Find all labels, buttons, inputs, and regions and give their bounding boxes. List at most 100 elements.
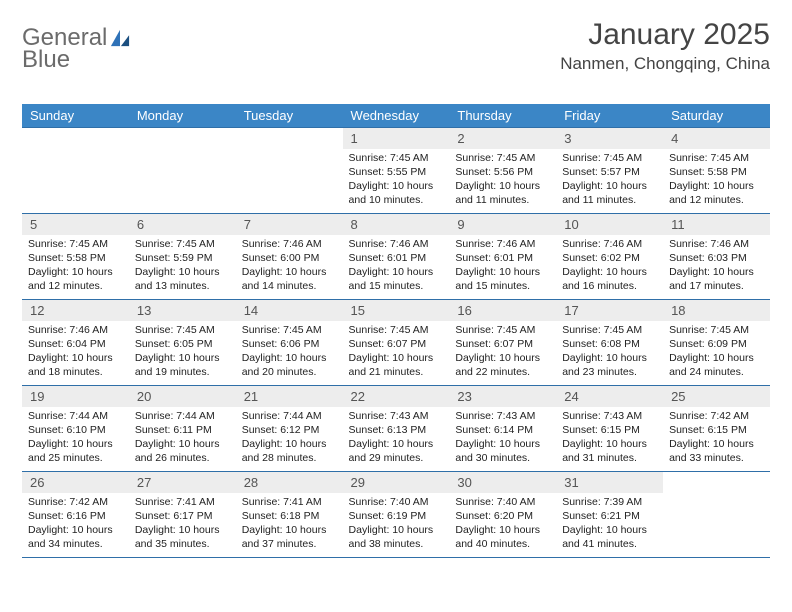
sunrise-line: Sunrise: 7:42 AM xyxy=(669,409,764,423)
day-details: Sunrise: 7:43 AMSunset: 6:15 PMDaylight:… xyxy=(556,407,663,470)
day-number: 3 xyxy=(556,128,663,149)
day-details: Sunrise: 7:46 AMSunset: 6:00 PMDaylight:… xyxy=(236,235,343,298)
day-number: 6 xyxy=(129,214,236,235)
daylight-line: Daylight: 10 hours and 12 minutes. xyxy=(28,265,123,293)
daylight-line: Daylight: 10 hours and 13 minutes. xyxy=(135,265,230,293)
day-number: 17 xyxy=(556,300,663,321)
sunset-line: Sunset: 5:56 PM xyxy=(455,165,550,179)
calendar-day-cell: 3Sunrise: 7:45 AMSunset: 5:57 PMDaylight… xyxy=(556,128,663,214)
daylight-line: Daylight: 10 hours and 24 minutes. xyxy=(669,351,764,379)
daylight-line: Daylight: 10 hours and 28 minutes. xyxy=(242,437,337,465)
sunset-line: Sunset: 6:19 PM xyxy=(349,509,444,523)
sunrise-line: Sunrise: 7:40 AM xyxy=(349,495,444,509)
daylight-line: Daylight: 10 hours and 17 minutes. xyxy=(669,265,764,293)
day-details: Sunrise: 7:40 AMSunset: 6:20 PMDaylight:… xyxy=(449,493,556,556)
day-number: 15 xyxy=(343,300,450,321)
calendar-day-cell: 8Sunrise: 7:46 AMSunset: 6:01 PMDaylight… xyxy=(343,214,450,300)
day-number: 29 xyxy=(343,472,450,493)
calendar-week-row: 26Sunrise: 7:42 AMSunset: 6:16 PMDayligh… xyxy=(22,472,770,558)
sunset-line: Sunset: 6:07 PM xyxy=(349,337,444,351)
day-number xyxy=(663,472,770,493)
sunrise-line: Sunrise: 7:45 AM xyxy=(669,151,764,165)
day-number: 18 xyxy=(663,300,770,321)
day-details: Sunrise: 7:43 AMSunset: 6:13 PMDaylight:… xyxy=(343,407,450,470)
daylight-line: Daylight: 10 hours and 25 minutes. xyxy=(28,437,123,465)
sunrise-line: Sunrise: 7:43 AM xyxy=(349,409,444,423)
sunrise-line: Sunrise: 7:45 AM xyxy=(455,151,550,165)
day-details: Sunrise: 7:46 AMSunset: 6:04 PMDaylight:… xyxy=(22,321,129,384)
day-details: Sunrise: 7:45 AMSunset: 5:57 PMDaylight:… xyxy=(556,149,663,212)
weekday-header: Wednesday xyxy=(343,104,450,128)
sunset-line: Sunset: 6:14 PM xyxy=(455,423,550,437)
day-details: Sunrise: 7:45 AMSunset: 6:08 PMDaylight:… xyxy=(556,321,663,384)
sunset-line: Sunset: 6:15 PM xyxy=(669,423,764,437)
sunset-line: Sunset: 6:06 PM xyxy=(242,337,337,351)
sunrise-line: Sunrise: 7:46 AM xyxy=(562,237,657,251)
day-number: 16 xyxy=(449,300,556,321)
weekday-header: Sunday xyxy=(22,104,129,128)
calendar-week-row: 19Sunrise: 7:44 AMSunset: 6:10 PMDayligh… xyxy=(22,386,770,472)
sunrise-line: Sunrise: 7:41 AM xyxy=(242,495,337,509)
calendar-day-cell: 14Sunrise: 7:45 AMSunset: 6:06 PMDayligh… xyxy=(236,300,343,386)
calendar-day-cell: 15Sunrise: 7:45 AMSunset: 6:07 PMDayligh… xyxy=(343,300,450,386)
sunrise-line: Sunrise: 7:45 AM xyxy=(135,237,230,251)
sunset-line: Sunset: 6:21 PM xyxy=(562,509,657,523)
calendar-day-cell xyxy=(236,128,343,214)
day-number: 24 xyxy=(556,386,663,407)
sunset-line: Sunset: 6:05 PM xyxy=(135,337,230,351)
sunrise-line: Sunrise: 7:45 AM xyxy=(349,323,444,337)
day-number: 4 xyxy=(663,128,770,149)
month-title: January 2025 xyxy=(560,18,770,52)
sunrise-line: Sunrise: 7:41 AM xyxy=(135,495,230,509)
weekday-header: Tuesday xyxy=(236,104,343,128)
calendar-day-cell: 29 Sunrise: 7:40 AMSunset: 6:19 PMDayligh… xyxy=(343,472,450,558)
sunset-line: Sunset: 6:18 PM xyxy=(242,509,337,523)
sunrise-line: Sunrise: 7:44 AM xyxy=(242,409,337,423)
calendar-day-cell: 22Sunrise: 7:43 AMSunset: 6:13 PMDayligh… xyxy=(343,386,450,472)
sunset-line: Sunset: 6:01 PM xyxy=(455,251,550,265)
sunset-line: Sunset: 6:15 PM xyxy=(562,423,657,437)
calendar-day-cell: 28Sunrise: 7:41 AMSunset: 6:18 PMDayligh… xyxy=(236,472,343,558)
day-number: 26 xyxy=(22,472,129,493)
sunrise-line: Sunrise: 7:45 AM xyxy=(562,323,657,337)
daylight-line: Daylight: 10 hours and 11 minutes. xyxy=(455,179,550,207)
day-details: Sunrise: 7:42 AMSunset: 6:15 PMDaylight:… xyxy=(663,407,770,470)
sunset-line: Sunset: 6:20 PM xyxy=(455,509,550,523)
day-number: 13 xyxy=(129,300,236,321)
calendar-day-cell: 17Sunrise: 7:45 AMSunset: 6:08 PMDayligh… xyxy=(556,300,663,386)
day-number: 14 xyxy=(236,300,343,321)
sunset-line: Sunset: 6:02 PM xyxy=(562,251,657,265)
calendar-header-row: SundayMondayTuesdayWednesdayThursdayFrid… xyxy=(22,104,770,128)
day-details: Sunrise: 7:45 AMSunset: 5:59 PMDaylight:… xyxy=(129,235,236,298)
day-number: 23 xyxy=(449,386,556,407)
sunrise-line: Sunrise: 7:46 AM xyxy=(28,323,123,337)
day-details: Sunrise: 7:44 AMSunset: 6:11 PMDaylight:… xyxy=(129,407,236,470)
daylight-line: Daylight: 10 hours and 14 minutes. xyxy=(242,265,337,293)
day-number: 31 xyxy=(556,472,663,493)
day-number: 20 xyxy=(129,386,236,407)
sail-icon xyxy=(109,28,131,48)
day-number: 8 xyxy=(343,214,450,235)
day-number: 2 xyxy=(449,128,556,149)
daylight-line: Daylight: 10 hours and 38 minutes. xyxy=(349,523,444,551)
day-details: Sunrise: 7:45 AMSunset: 6:09 PMDaylight:… xyxy=(663,321,770,384)
sunset-line: Sunset: 5:57 PM xyxy=(562,165,657,179)
sunset-line: Sunset: 6:09 PM xyxy=(669,337,764,351)
calendar-day-cell: 9Sunrise: 7:46 AMSunset: 6:01 PMDaylight… xyxy=(449,214,556,300)
weekday-header: Saturday xyxy=(663,104,770,128)
weekday-header: Thursday xyxy=(449,104,556,128)
sunset-line: Sunset: 6:16 PM xyxy=(28,509,123,523)
calendar-day-cell: 19Sunrise: 7:44 AMSunset: 6:10 PMDayligh… xyxy=(22,386,129,472)
calendar-day-cell: 20Sunrise: 7:44 AMSunset: 6:11 PMDayligh… xyxy=(129,386,236,472)
calendar-day-cell: 1Sunrise: 7:45 AMSunset: 5:55 PMDaylight… xyxy=(343,128,450,214)
calendar-day-cell: 18Sunrise: 7:45 AMSunset: 6:09 PMDayligh… xyxy=(663,300,770,386)
calendar-day-cell: 7Sunrise: 7:46 AMSunset: 6:00 PMDaylight… xyxy=(236,214,343,300)
calendar-day-cell: 21Sunrise: 7:44 AMSunset: 6:12 PMDayligh… xyxy=(236,386,343,472)
sunrise-line: Sunrise: 7:43 AM xyxy=(562,409,657,423)
sunrise-line: Sunrise: 7:46 AM xyxy=(242,237,337,251)
day-details: Sunrise: 7:46 AMSunset: 6:01 PMDaylight:… xyxy=(343,235,450,298)
day-number: 19 xyxy=(22,386,129,407)
calendar-day-cell xyxy=(663,472,770,558)
day-details: Sunrise: 7:45 AMSunset: 6:07 PMDaylight:… xyxy=(343,321,450,384)
daylight-line: Daylight: 10 hours and 21 minutes. xyxy=(349,351,444,379)
